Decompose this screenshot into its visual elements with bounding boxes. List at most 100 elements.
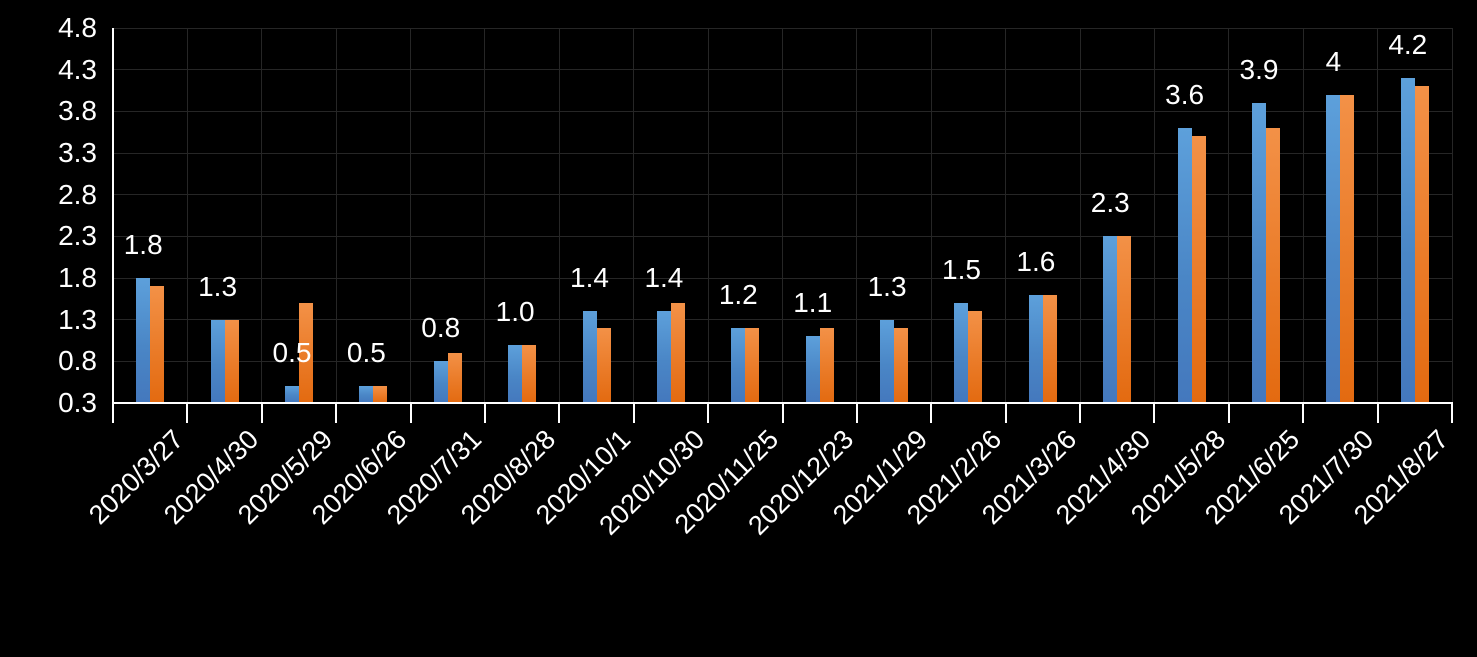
orange-bar bbox=[1117, 236, 1132, 403]
x-tick-mark bbox=[632, 403, 635, 423]
x-tick-mark bbox=[1302, 403, 1305, 423]
v-gridline bbox=[930, 28, 932, 403]
bar-value-label: 4 bbox=[1325, 45, 1342, 77]
blue-bar bbox=[656, 311, 671, 403]
blue-bar bbox=[1177, 128, 1192, 403]
bar-value-label: 1.1 bbox=[793, 287, 833, 319]
x-tick-mark bbox=[335, 403, 338, 423]
orange-bar bbox=[298, 303, 313, 403]
y-tick-label: 1.8 bbox=[58, 262, 97, 293]
x-tick-mark bbox=[781, 403, 784, 423]
blue-bar bbox=[731, 328, 746, 403]
orange-bar bbox=[819, 328, 834, 403]
bar-value-label: 3.9 bbox=[1239, 54, 1279, 85]
x-tick-mark bbox=[1451, 403, 1453, 423]
bar-value-label: 2.3 bbox=[1090, 187, 1130, 219]
x-tick-mark bbox=[855, 403, 858, 423]
x-tick-mark bbox=[1376, 403, 1379, 423]
bar-value-label: 1.3 bbox=[867, 270, 907, 302]
x-tick-mark bbox=[186, 403, 189, 423]
orange-bar bbox=[1191, 136, 1206, 403]
orange-bar bbox=[1340, 94, 1355, 403]
blue-bar bbox=[582, 311, 597, 403]
y-tick-label: 0.8 bbox=[58, 345, 97, 377]
orange-bar bbox=[894, 328, 909, 403]
blue-bar bbox=[954, 303, 969, 403]
x-tick-mark bbox=[1153, 403, 1156, 423]
blue-bar bbox=[1326, 94, 1341, 403]
blue-bar bbox=[136, 278, 151, 403]
v-gridline bbox=[410, 28, 412, 403]
bar-value-label: 1.4 bbox=[644, 262, 684, 294]
v-gridline bbox=[856, 28, 858, 403]
y-tick-label: 3.3 bbox=[58, 137, 97, 168]
bar-value-label: 1.0 bbox=[495, 295, 535, 327]
orange-bar bbox=[522, 344, 537, 403]
bar-value-label: 1.3 bbox=[198, 270, 238, 302]
blue-bar bbox=[1103, 236, 1118, 403]
orange-bar bbox=[596, 328, 611, 403]
orange-bar bbox=[224, 319, 239, 403]
v-gridline bbox=[1005, 28, 1007, 403]
bar-chart: 4.8 4.3 3.8 3.3 2.8 2.3 1.8 1.3 0.8 0.3 1.8 1.3 0.5 0… bbox=[58, 12, 1455, 541]
v-gridline bbox=[261, 28, 263, 403]
v-gridline bbox=[335, 28, 337, 403]
orange-bar bbox=[968, 311, 983, 403]
blue-bar bbox=[1400, 78, 1415, 403]
blue-bar bbox=[284, 386, 299, 403]
y-axis-line bbox=[112, 28, 114, 405]
x-tick-mark bbox=[112, 403, 114, 423]
y-tick-label: 3.8 bbox=[58, 95, 97, 127]
x-tick-mark bbox=[930, 403, 933, 423]
x-tick-mark bbox=[483, 403, 486, 423]
orange-bar bbox=[745, 328, 760, 403]
v-gridline bbox=[1079, 28, 1081, 403]
v-gridline bbox=[1377, 28, 1379, 403]
blue-bar bbox=[1252, 103, 1267, 403]
orange-bar bbox=[447, 353, 462, 403]
bar-value-label: 1.6 bbox=[1016, 245, 1056, 277]
bar-value-label: 0.8 bbox=[421, 312, 461, 344]
y-tick-label: 4.8 bbox=[58, 12, 97, 43]
blue-bar bbox=[210, 319, 225, 403]
y-tick-label: 4.3 bbox=[58, 53, 97, 85]
v-gridline bbox=[484, 28, 486, 403]
orange-bar bbox=[150, 286, 165, 403]
v-gridline bbox=[1451, 28, 1453, 403]
orange-bar bbox=[1414, 86, 1429, 403]
blue-bar bbox=[880, 319, 895, 403]
bar-value-label: 1.5 bbox=[942, 254, 981, 285]
bar-value-label: 0.5 bbox=[346, 337, 386, 369]
bar-value-label: 1.8 bbox=[123, 229, 163, 260]
v-gridline bbox=[707, 28, 709, 403]
x-tick-mark bbox=[558, 403, 561, 423]
bar-value-label: 4.2 bbox=[1388, 29, 1428, 60]
bar-value-label: 1.2 bbox=[718, 279, 758, 310]
y-tick-label: 1.3 bbox=[58, 303, 97, 335]
v-gridline bbox=[1302, 28, 1304, 403]
v-gridline bbox=[186, 28, 188, 403]
bar-value-label: 3.6 bbox=[1165, 79, 1205, 110]
x-tick-mark bbox=[409, 403, 412, 423]
y-tick-label: 2.3 bbox=[58, 220, 97, 252]
blue-bar bbox=[359, 386, 374, 403]
y-tick-label: 2.8 bbox=[58, 178, 97, 210]
v-gridline bbox=[782, 28, 783, 403]
blue-bar bbox=[433, 361, 448, 403]
v-gridline bbox=[1153, 28, 1155, 403]
y-tick-label: 0.3 bbox=[58, 387, 97, 418]
v-gridline bbox=[558, 28, 560, 403]
v-gridline bbox=[633, 28, 635, 403]
orange-bar bbox=[1266, 128, 1281, 403]
x-tick-mark bbox=[260, 403, 263, 423]
blue-bar bbox=[805, 336, 820, 403]
bar-value-label: 1.4 bbox=[570, 262, 609, 294]
x-tick-mark bbox=[707, 403, 710, 423]
v-gridline bbox=[1228, 28, 1230, 403]
orange-bar bbox=[373, 386, 388, 403]
x-tick-mark bbox=[1004, 403, 1007, 423]
blue-bar bbox=[508, 344, 523, 403]
x-tick-mark bbox=[1227, 403, 1230, 423]
x-tick-mark bbox=[1079, 403, 1082, 423]
bar-value-label: 0.5 bbox=[272, 337, 312, 369]
